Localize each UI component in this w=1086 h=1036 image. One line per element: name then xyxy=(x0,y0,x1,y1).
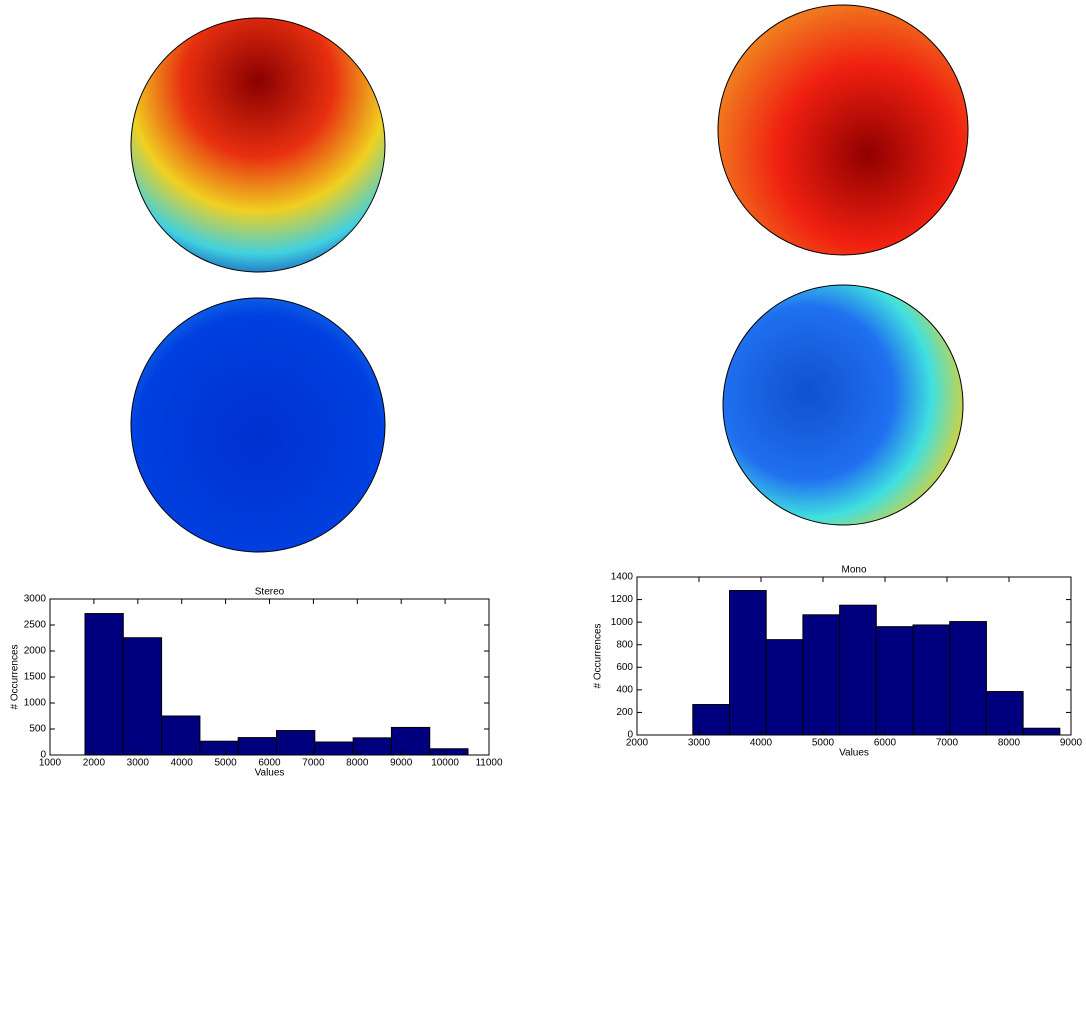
y-tick-label: 0 xyxy=(40,750,46,761)
x-tick-label: 9000 xyxy=(390,758,413,769)
y-axis-label: # Occurrences xyxy=(593,623,604,688)
bar xyxy=(123,638,161,755)
x-tick-label: 5000 xyxy=(214,758,237,769)
x-tick-label: 2000 xyxy=(83,758,106,769)
sphere-render xyxy=(718,5,968,255)
y-tick-label: 400 xyxy=(616,684,633,695)
x-tick-label: 10000 xyxy=(431,758,459,769)
bar xyxy=(913,625,950,735)
y-tick-label: 2500 xyxy=(24,620,47,631)
x-tick-label: 9000 xyxy=(1060,738,1083,749)
bar xyxy=(353,738,391,755)
bar xyxy=(430,749,468,755)
chart-title: Mono xyxy=(841,565,866,576)
x-tick-label: 4000 xyxy=(750,738,773,749)
x-axis-label: Values xyxy=(839,748,869,759)
y-tick-label: 1000 xyxy=(611,617,634,628)
y-axis-label: # Occurrences xyxy=(10,644,21,709)
bar xyxy=(803,615,840,735)
bar xyxy=(693,705,730,735)
bar xyxy=(1023,728,1060,735)
bar xyxy=(391,727,429,755)
x-axis-label: Values xyxy=(255,768,285,779)
x-tick-label: 7000 xyxy=(302,758,325,769)
y-tick-label: 0 xyxy=(627,730,633,741)
bar xyxy=(162,716,200,755)
x-tick-label: 3000 xyxy=(127,758,150,769)
sphere-render xyxy=(131,18,385,272)
bar xyxy=(85,614,123,755)
y-tick-label: 600 xyxy=(616,662,633,673)
y-tick-label: 1200 xyxy=(611,594,634,605)
figure: 1000200030004000500060007000800090001000… xyxy=(0,0,1086,1036)
bar xyxy=(950,622,987,735)
bar xyxy=(200,741,238,755)
x-tick-label: 8000 xyxy=(346,758,369,769)
y-tick-label: 2000 xyxy=(24,646,47,657)
sphere-render xyxy=(723,285,963,525)
sphere-render xyxy=(131,298,385,552)
y-tick-label: 3000 xyxy=(24,594,47,605)
x-tick-label: 6000 xyxy=(874,738,897,749)
y-tick-label: 1500 xyxy=(24,672,47,683)
bar xyxy=(766,640,803,735)
bar xyxy=(277,731,315,755)
x-tick-label: 3000 xyxy=(688,738,711,749)
x-tick-label: 8000 xyxy=(998,738,1021,749)
bar xyxy=(315,742,353,755)
y-tick-label: 1000 xyxy=(24,698,47,709)
x-tick-label: 7000 xyxy=(936,738,959,749)
bar xyxy=(840,605,877,735)
bar xyxy=(986,692,1023,735)
chart-title: Stereo xyxy=(255,587,285,598)
bar xyxy=(730,591,767,735)
y-tick-label: 800 xyxy=(616,639,633,650)
y-tick-label: 200 xyxy=(616,707,633,718)
x-tick-label: 4000 xyxy=(171,758,194,769)
y-tick-label: 500 xyxy=(29,724,46,735)
y-tick-label: 1400 xyxy=(611,572,634,583)
x-tick-label: 5000 xyxy=(812,738,835,749)
bar xyxy=(238,738,276,755)
bar xyxy=(876,627,913,735)
x-tick-label: 11000 xyxy=(475,758,503,769)
